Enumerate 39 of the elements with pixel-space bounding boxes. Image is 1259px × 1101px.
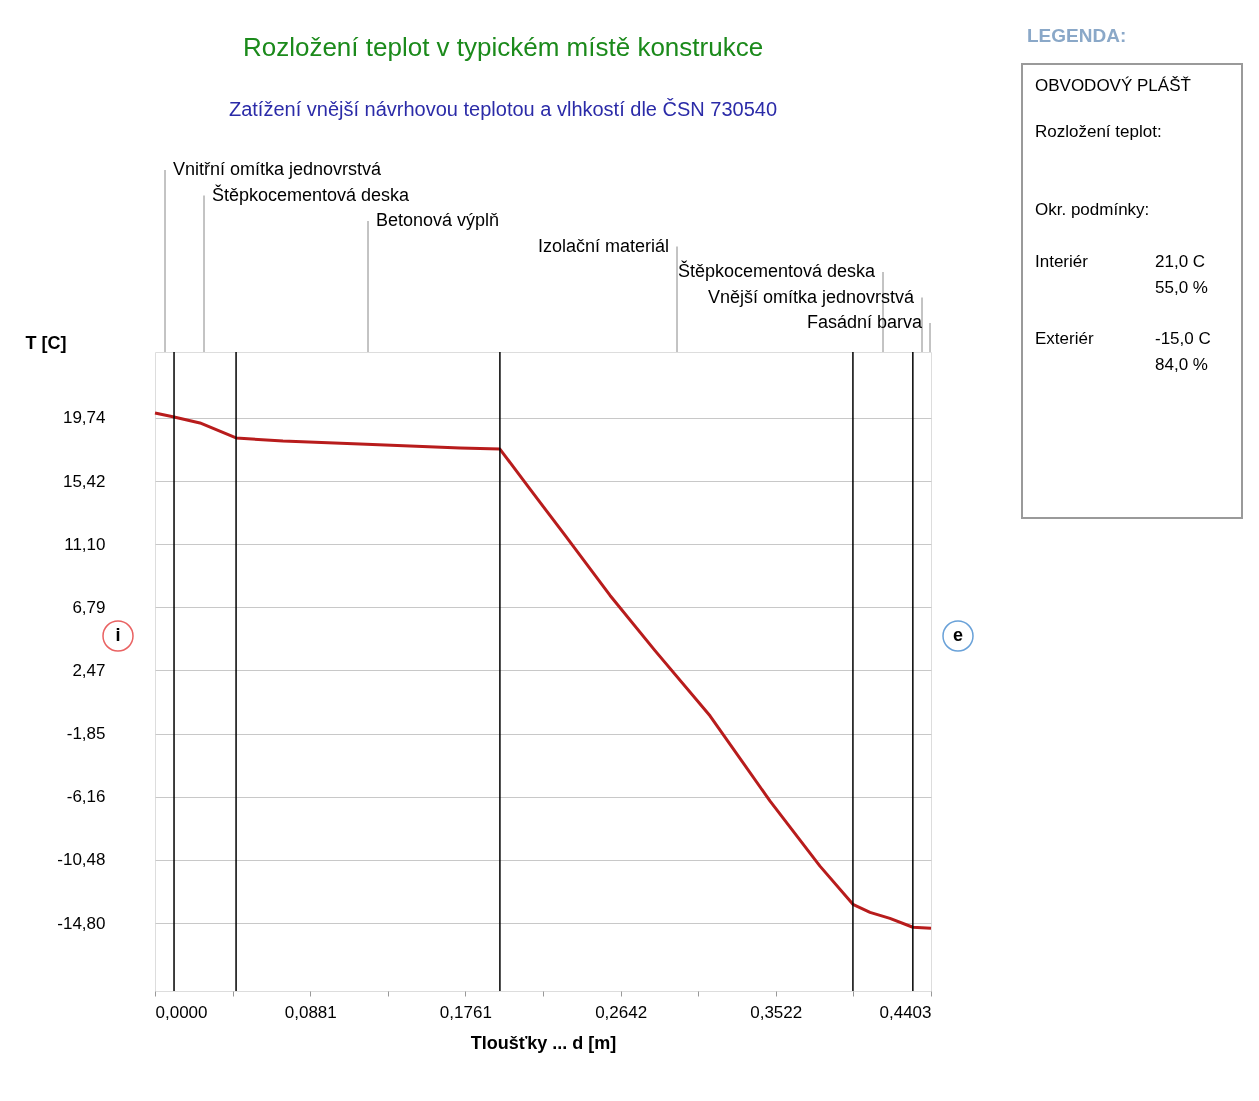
text: Rozložení teplot: — [1035, 122, 1162, 141]
text: -15,0 C — [1155, 329, 1211, 348]
text: Fasádní barva — [806, 312, 923, 332]
x-tick-label: 0,0000 — [155, 1002, 208, 1022]
y-tick-label: 15,42 — [62, 471, 106, 491]
text: Betonová výplň — [376, 210, 500, 230]
x-tick-label: 0,3522 — [750, 1002, 803, 1022]
x-axis-title: Tloušťky ... d [m] — [470, 1032, 617, 1053]
x-tick-label: 0,4403 — [879, 1002, 932, 1022]
text: 21,0 C — [1155, 252, 1206, 271]
y-tick-label: 19,74 — [62, 408, 106, 428]
y-tick-label: -14,80 — [57, 913, 106, 933]
text: e — [952, 625, 964, 645]
y-tick-label: 11,10 — [64, 534, 106, 554]
text: 55,0 % — [1155, 278, 1208, 297]
x-tick-label: 0,0881 — [284, 1002, 337, 1022]
text: i — [115, 625, 121, 645]
text: Vnější omítka jednovrstvá — [707, 286, 915, 307]
text: Izolační materiál — [537, 235, 669, 256]
text: LEGENDA: — [1027, 25, 1127, 46]
text: 84,0 % — [1155, 355, 1208, 374]
text: Okr. podmínky: — [1035, 200, 1150, 219]
text: Exteriér — [1035, 329, 1094, 348]
text: Vnitřní omítka jednovrstvá — [173, 159, 383, 179]
y-axis-title: T [C] — [25, 332, 67, 353]
text: Štěpkocementová deska — [677, 260, 876, 281]
chart-title: Rozložení teplot v typickém místě konstrukce — [242, 32, 764, 62]
x-tick-label: 0,2642 — [595, 1002, 648, 1022]
text: OBVODOVÝ PLÁŠŤ — [1035, 76, 1191, 95]
chart-subtitle: Zatížení vnější návrhovou teplotou a vlhkostí dle ČSN 730540 — [228, 98, 778, 120]
line-series — [153, 411, 933, 930]
text: Interiér — [1035, 252, 1089, 271]
y-tick-label: 6,79 — [72, 597, 106, 617]
y-tick-label: -1,85 — [66, 724, 106, 744]
y-tick-label: -6,16 — [66, 787, 106, 807]
y-tick-label: -10,48 — [57, 850, 106, 870]
text: Štěpkocementová deska — [212, 183, 411, 205]
x-tick-label: 0,1761 — [439, 1002, 492, 1022]
y-tick-label: 2,47 — [72, 660, 106, 680]
